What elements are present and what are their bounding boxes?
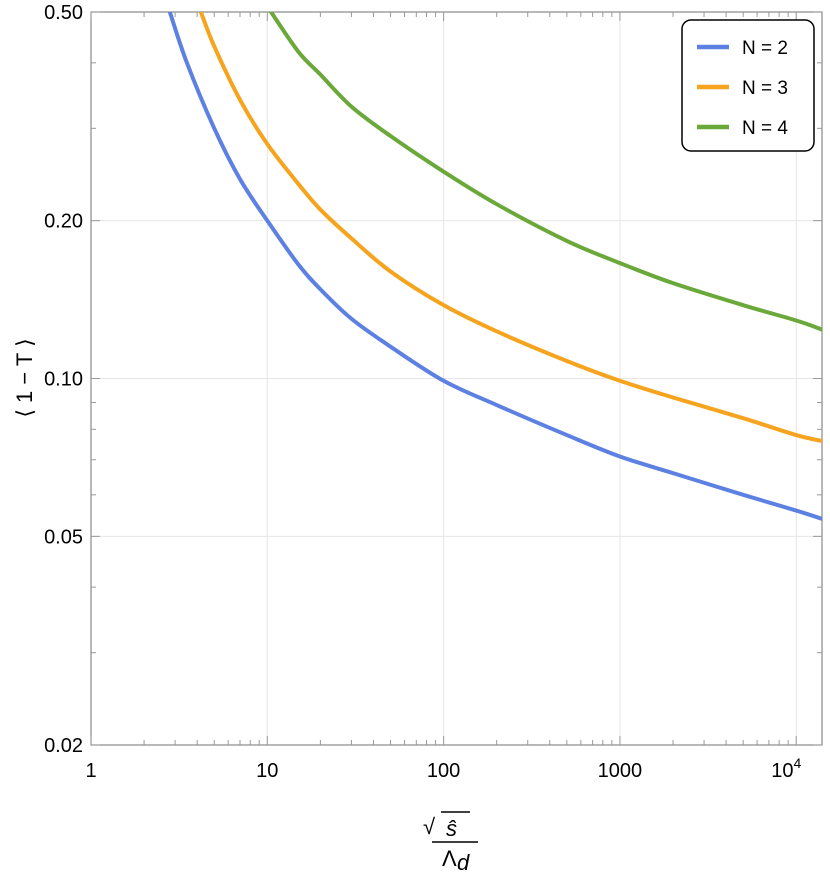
- x-tick-label: 100: [427, 760, 460, 782]
- legend-label-n-2: N = 2: [742, 38, 788, 59]
- series-line-n-2: [167, 12, 822, 521]
- x-axis-label-sqrt: √: [423, 814, 436, 839]
- series-line-n-3: [198, 12, 822, 443]
- x-tick-label: 1000: [598, 760, 643, 782]
- x-tick-label-sup: 4: [793, 755, 801, 771]
- x-tick-label: 104: [771, 755, 801, 782]
- legend: N = 2 N = 3 N = 4: [681, 19, 815, 152]
- x-axis-label: √ ŝ Λ d: [423, 811, 478, 872]
- x-tick-label: 1: [85, 760, 96, 782]
- y-tick-label: 0.10: [44, 369, 83, 391]
- series-line-n-4: [269, 12, 822, 332]
- legend-label-n-4: N = 4: [742, 118, 788, 139]
- x-tick-label: 10: [256, 760, 278, 782]
- y-tick-label: 0.50: [44, 2, 83, 24]
- legend-label-n-3: N = 3: [742, 78, 788, 99]
- series-group: [167, 12, 822, 521]
- y-tick-label: 0.02: [44, 735, 83, 757]
- x-axis-label-denominator: Λ: [442, 846, 457, 871]
- x-axis-label-denominator-sub: d: [457, 850, 470, 872]
- y-tick-label: 0.20: [44, 211, 83, 233]
- x-axis-label-numerator: ŝ: [446, 816, 457, 841]
- legend-box: [681, 19, 815, 152]
- axis-ticks: [90, 11, 822, 746]
- y-tick-label: 0.05: [44, 526, 83, 548]
- y-axis-label: ⟨ 1 − T ⟩: [12, 338, 37, 417]
